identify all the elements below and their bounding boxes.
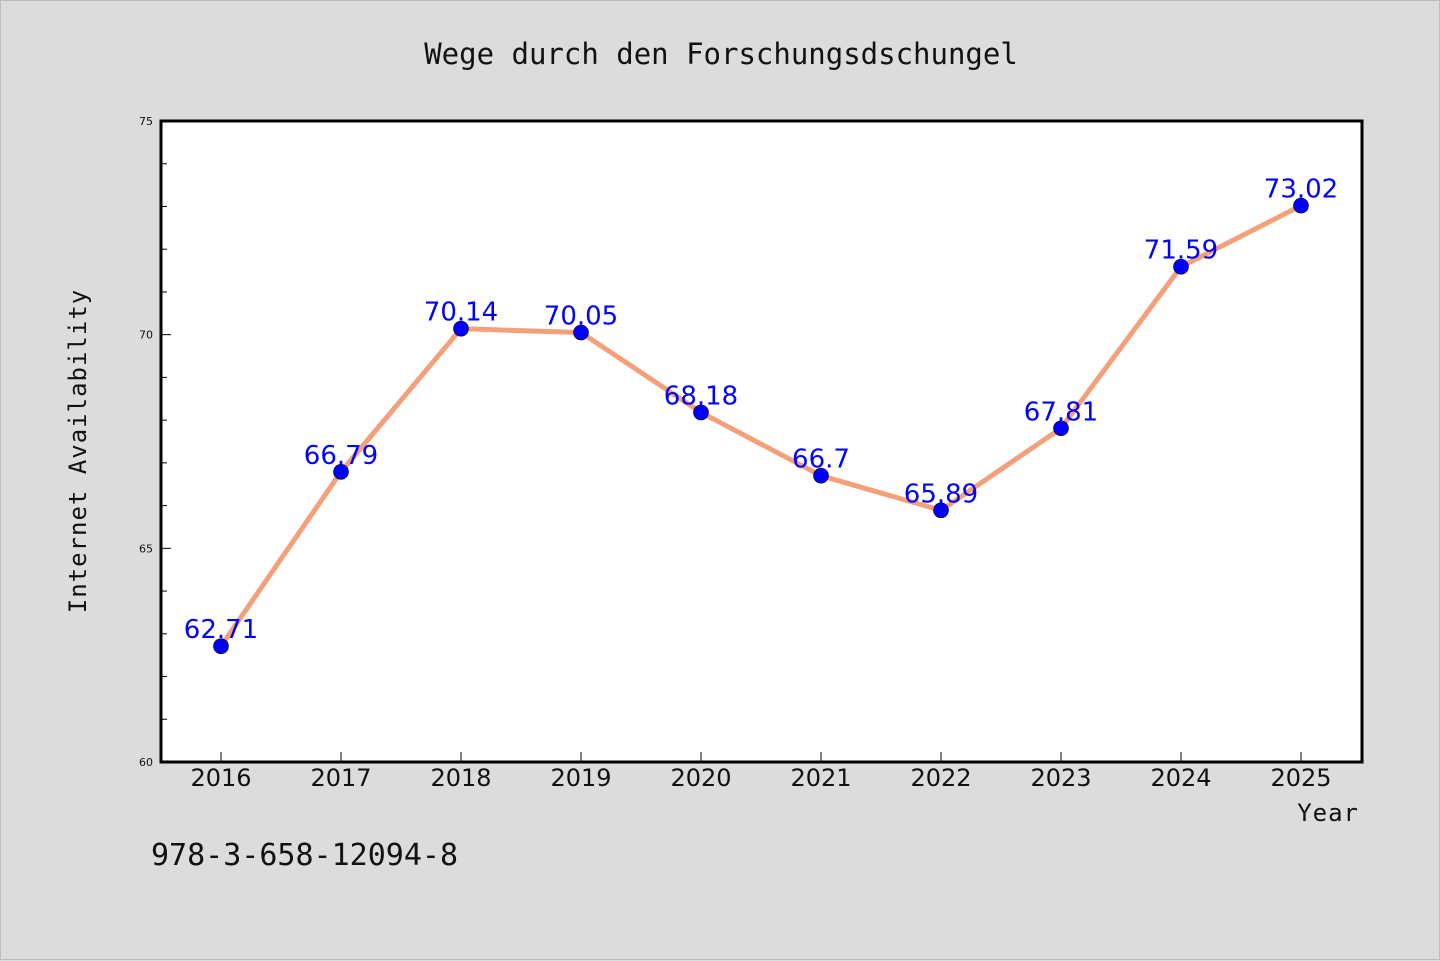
isbn-annotation: 978-3-658-12094-8 bbox=[151, 838, 458, 873]
data-point bbox=[1173, 258, 1189, 275]
x-tick-label: 2025 bbox=[1270, 764, 1331, 792]
chart-title: Wege durch den Forschungsdschungel bbox=[424, 37, 1018, 71]
x-axis: 2016 2017 2018 2019 2020 2021 2022 2023 2024 2025 bbox=[190, 752, 1332, 792]
data-label: 70.05 bbox=[544, 302, 618, 332]
x-tick-label: 2017 bbox=[310, 764, 371, 792]
x-tick-label: 2024 bbox=[1150, 764, 1211, 792]
data-label: 68.18 bbox=[664, 381, 738, 411]
x-tick-label: 2018 bbox=[430, 764, 491, 792]
y-tick-label: 70 bbox=[139, 329, 153, 342]
series-line bbox=[218, 203, 1304, 649]
data-label: 65.89 bbox=[904, 479, 978, 509]
y-axis: 60 65 70 75 bbox=[139, 115, 171, 769]
data-point bbox=[453, 320, 469, 337]
data-point bbox=[1293, 197, 1309, 214]
data-point bbox=[933, 502, 949, 519]
y-tick-label: 60 bbox=[139, 756, 153, 769]
x-tick-label: 2021 bbox=[790, 764, 851, 792]
plot-area bbox=[159, 119, 1364, 764]
data-label: 66.7 bbox=[792, 445, 850, 475]
y-axis-label: Internet Availability bbox=[64, 289, 92, 613]
y-tick-label: 75 bbox=[139, 115, 153, 128]
data-label: 67.81 bbox=[1024, 397, 1098, 427]
x-tick-label: 2022 bbox=[910, 764, 971, 792]
x-tick-label: 2016 bbox=[190, 764, 251, 792]
x-tick-label: 2020 bbox=[670, 764, 731, 792]
data-point bbox=[213, 638, 229, 654]
data-point bbox=[813, 467, 829, 484]
y-tick-label: 65 bbox=[139, 542, 153, 555]
data-label: 73.02 bbox=[1264, 175, 1338, 205]
data-point bbox=[573, 324, 589, 341]
data-point bbox=[693, 404, 709, 421]
data-label: 71.59 bbox=[1144, 236, 1218, 266]
data-label: 62.71 bbox=[184, 615, 258, 645]
series-group bbox=[213, 197, 1309, 654]
data-label: 70.14 bbox=[424, 298, 498, 328]
data-point bbox=[1053, 420, 1069, 437]
x-tick-label: 2019 bbox=[550, 764, 611, 792]
data-labels: 62.71 66.79 70.14 70.05 68.18 66.7 65.89 67.81 7… bbox=[184, 175, 1338, 646]
x-tick-label: 2023 bbox=[1030, 764, 1091, 792]
data-point bbox=[333, 464, 349, 480]
x-axis-label: Year bbox=[1297, 799, 1359, 827]
data-label: 66.79 bbox=[304, 441, 378, 471]
